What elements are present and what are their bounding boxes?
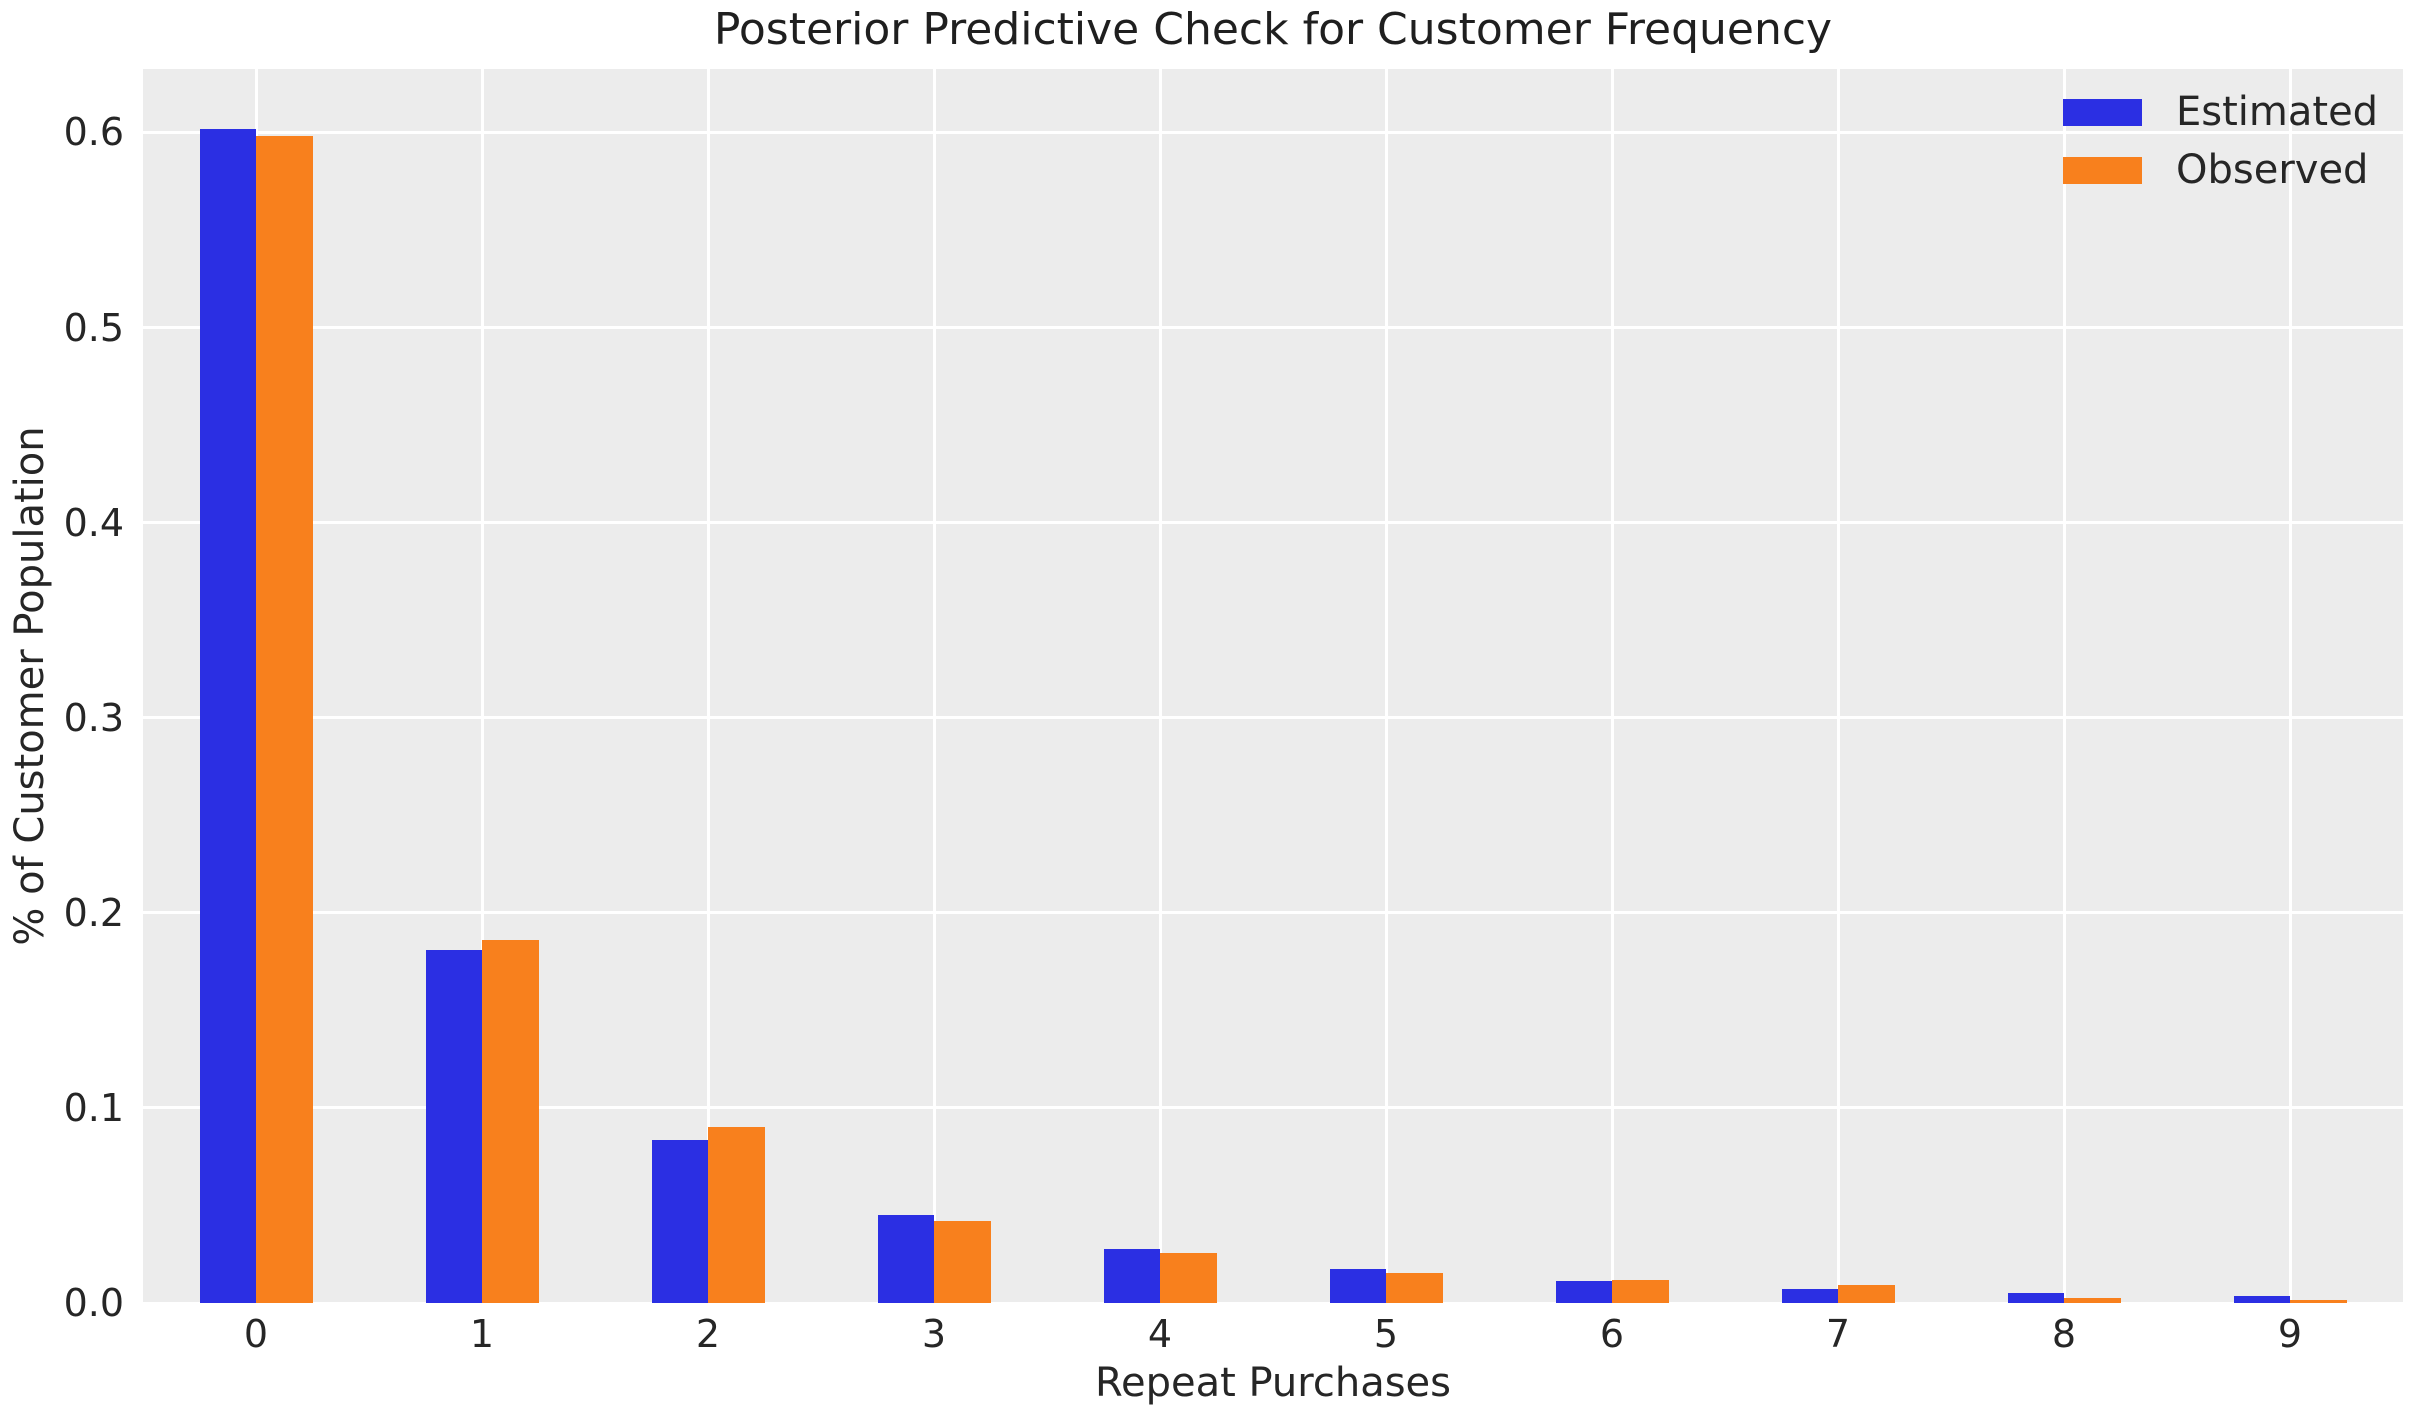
y-tick-0.3: 0.3 [63,695,124,740]
bar-estimated-9 [2233,1295,2290,1303]
x-tick-3: 3 [921,1312,947,1356]
observed-color-swatch [2063,156,2142,184]
bar-estimated-6 [1555,1280,1612,1303]
bar-observed-1 [482,940,539,1303]
x-axis-label: Repeat Purchases [1095,1360,1451,1406]
x-tick-1: 1 [469,1312,495,1356]
legend-item-estimated: Estimated [2063,89,2379,135]
gridline-y-0.4 [143,521,2403,525]
bar-estimated-7 [1781,1288,1838,1303]
gridline-x-7 [1836,69,1840,1303]
bar-observed-9 [2290,1300,2347,1303]
y-tick-0.0: 0.0 [63,1281,124,1325]
bar-observed-4 [1160,1252,1217,1303]
plot-area [143,69,2403,1303]
legend-item-observed: Observed [2063,147,2378,193]
y-axis-label: % of Customer Population [7,426,53,946]
x-tick-0: 0 [243,1312,269,1356]
y-tick-0.6: 0.6 [63,110,124,155]
gridline-y-0.6 [143,130,2403,134]
gridline-x-2 [706,69,710,1303]
legend-label-estimated: Estimated [2176,89,2379,135]
bar-observed-5 [1386,1272,1443,1303]
y-tick-0.1: 0.1 [63,1085,124,1130]
bar-estimated-2 [651,1140,708,1303]
gridline-x-3 [932,69,936,1303]
gridline-x-1 [480,69,484,1303]
x-tick-9: 9 [2277,1312,2303,1356]
y-tick-0.5: 0.5 [63,305,124,350]
gridline-x-5 [1384,69,1388,1303]
gridline-y-0.3 [143,716,2403,720]
y-tick-0.2: 0.2 [63,890,124,935]
gridline-x-9 [2288,69,2292,1303]
gridline-x-6 [1610,69,1614,1303]
gridline-y-0.1 [143,1106,2403,1110]
x-tick-6: 6 [1599,1312,1625,1356]
legend: Estimated Observed [2063,89,2379,193]
bar-observed-6 [1612,1279,1669,1303]
bar-estimated-5 [1329,1269,1386,1303]
bar-estimated-4 [1103,1249,1160,1303]
bar-observed-8 [2064,1297,2121,1303]
bar-observed-7 [1838,1285,1895,1303]
bar-observed-0 [256,136,313,1303]
bar-estimated-8 [2007,1292,2064,1303]
x-tick-4: 4 [1147,1312,1173,1356]
gridline-y-0.0 [143,1301,2403,1303]
gridline-x-8 [2062,69,2066,1303]
estimated-color-swatch [2063,98,2142,126]
gridline-y-0.2 [143,911,2403,915]
bar-estimated-1 [425,949,482,1303]
bar-estimated-0 [199,128,256,1303]
x-tick-2: 2 [695,1312,721,1356]
gridline-y-0.5 [143,326,2403,329]
gridline-x-4 [1158,69,1162,1303]
legend-label-observed: Observed [2176,147,2369,193]
bar-observed-2 [708,1126,765,1303]
x-tick-8: 8 [2051,1312,2077,1356]
bar-estimated-3 [877,1215,934,1303]
x-tick-7: 7 [1825,1312,1851,1356]
bar-observed-3 [934,1221,991,1303]
y-tick-0.4: 0.4 [63,500,124,545]
x-tick-5: 5 [1373,1312,1399,1356]
chart-title: Posterior Predictive Check for Customer … [713,4,1833,55]
